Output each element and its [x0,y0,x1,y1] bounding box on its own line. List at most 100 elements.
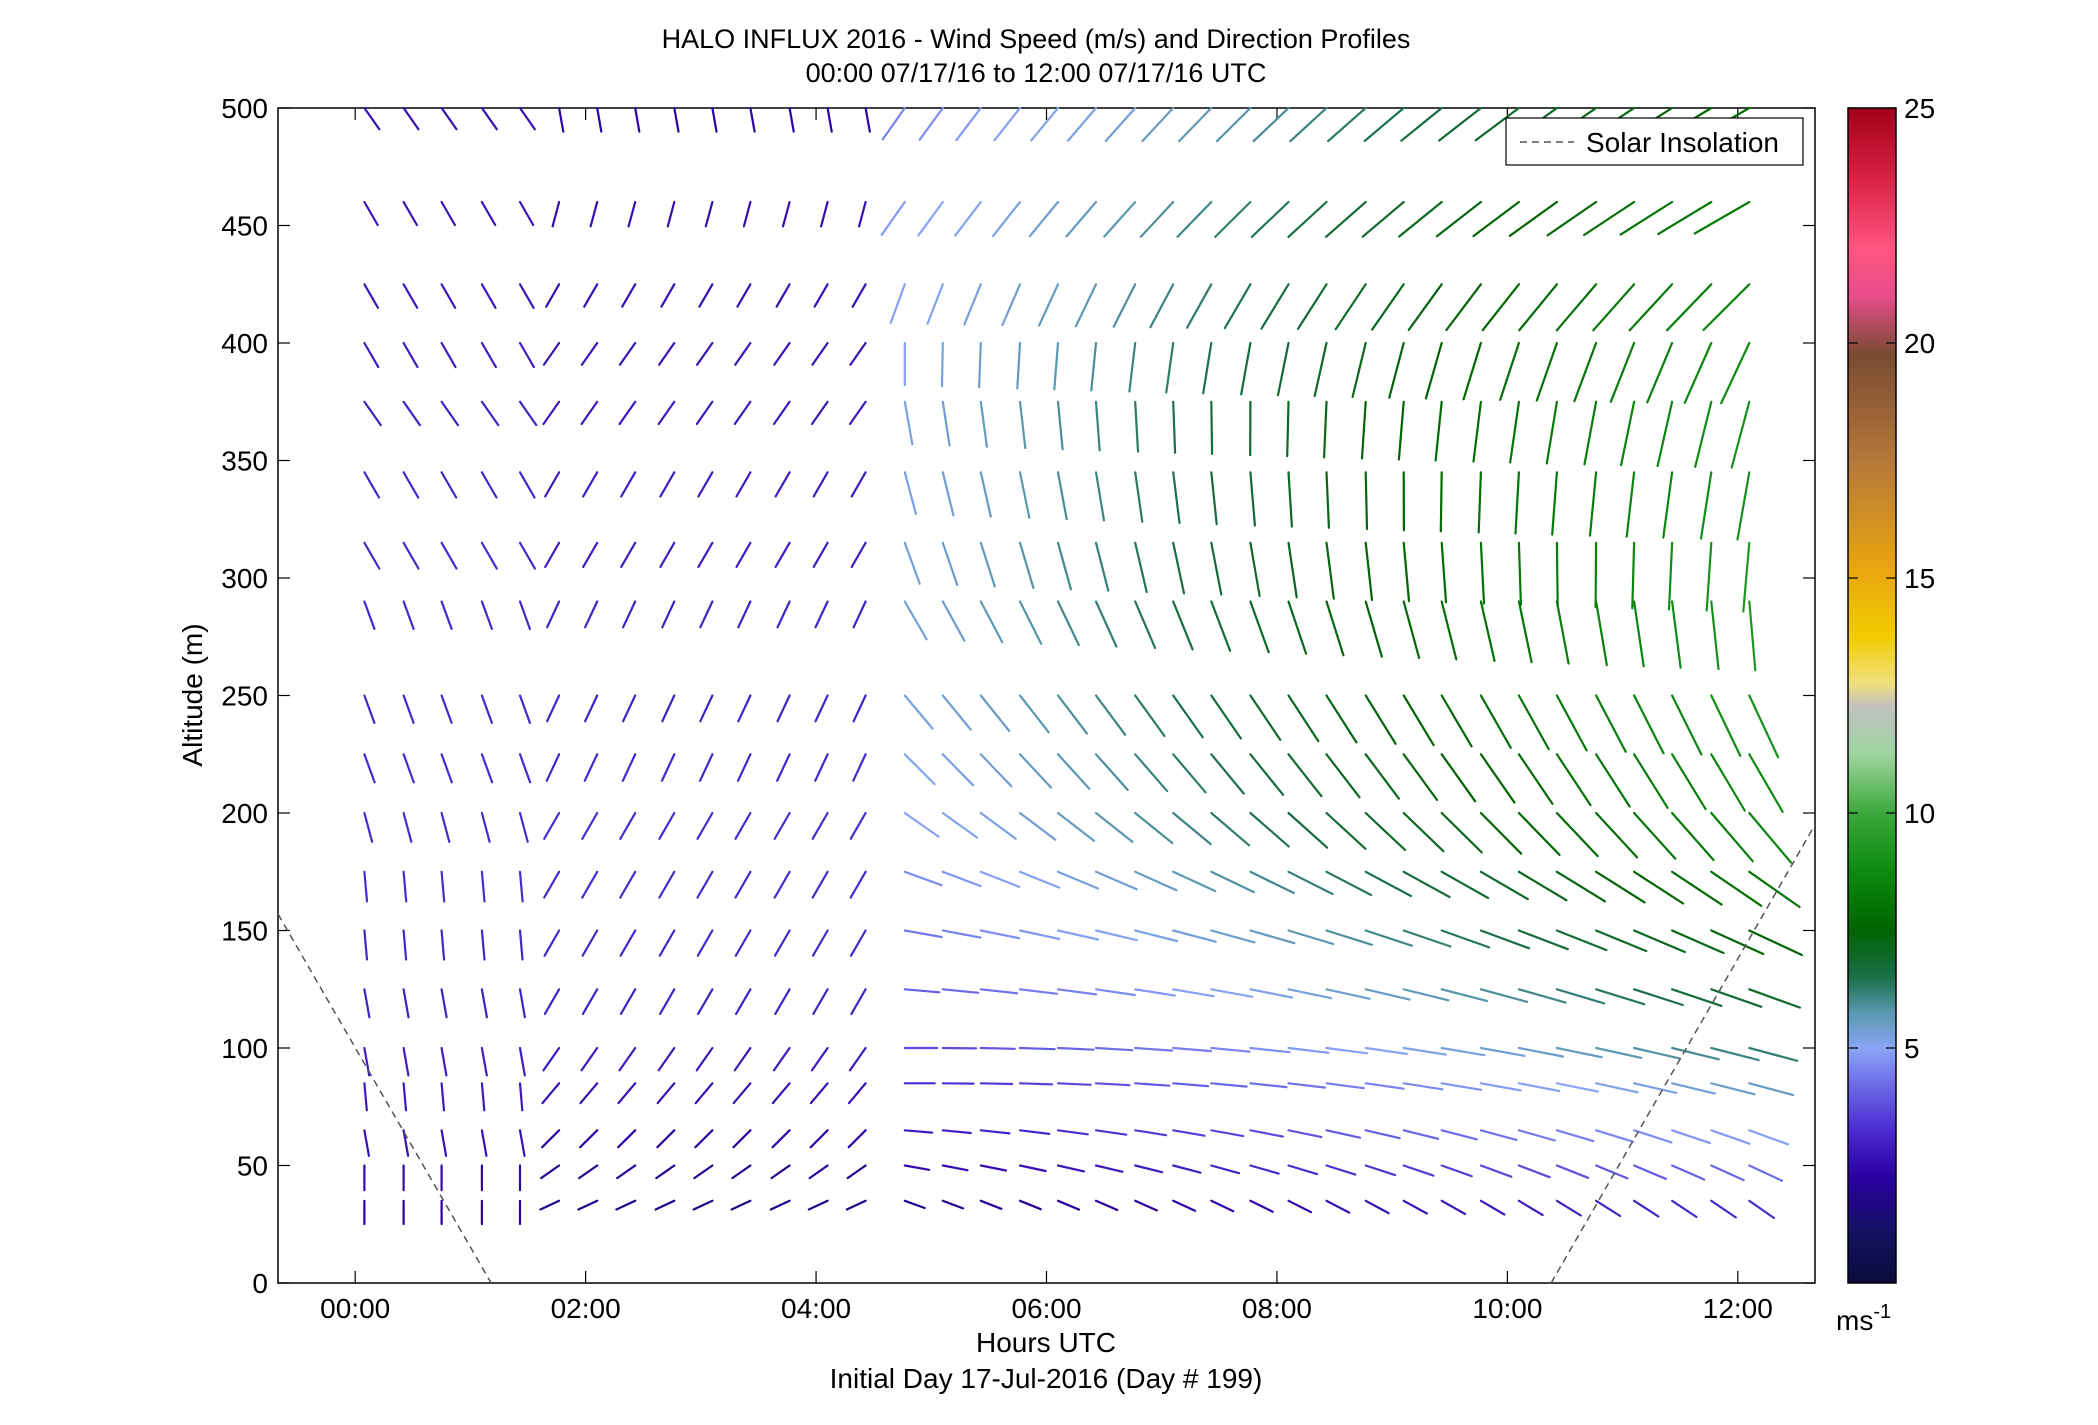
wind-vector [1479,753,1516,804]
wind-vector [1056,1199,1081,1211]
wind-vector [402,1046,410,1077]
wind-vector [1028,200,1060,238]
wind-vector [518,106,536,131]
wind-vector [1582,200,1636,237]
wind-vector [363,600,376,631]
wind-vector [776,694,791,723]
wind-vector [1325,929,1374,946]
wind-vector [1249,811,1290,848]
wind-vector [1699,471,1713,540]
wind-vector [811,341,829,366]
wind-vector [480,341,497,369]
wind-vector [1325,1164,1357,1176]
wind-vector [1364,694,1397,745]
wind-vector [903,929,943,939]
wind-vector [1670,1199,1698,1219]
wind-vector [1056,811,1096,842]
wind-vector [1001,283,1022,327]
wind-vector [440,1082,446,1112]
wind-vector [1172,929,1217,943]
wind-vector [1322,400,1328,459]
wind-vector [1134,753,1169,793]
wind-vector [903,541,921,585]
wind-vector [657,1046,676,1072]
wind-vector [1479,1082,1522,1092]
wind-vector [847,1082,867,1105]
wind-vector [1517,988,1567,1004]
wind-vector [657,341,676,366]
wind-vector [819,200,829,228]
wind-vector [1018,694,1050,734]
wind-vector [583,600,599,629]
wind-vector [774,541,791,569]
wind-vector [440,1129,448,1157]
wind-vector [1555,283,1598,332]
wind-vector [655,1164,676,1180]
wind-vector [1364,1199,1390,1215]
wind-vector [1518,283,1559,332]
wind-vector [735,471,752,498]
wind-vector [1018,400,1027,450]
wind-vector [363,753,376,784]
wind-vector [742,200,752,228]
legend-solar-label: Solar Insolation [1586,127,1779,158]
wind-vector-field [363,106,1804,1226]
wind-vector [1056,541,1073,591]
wind-vector [732,1082,752,1105]
wind-vector [1748,1082,1795,1097]
wind-vector [621,694,637,723]
wind-vector [658,811,676,840]
wind-vector [543,988,561,1016]
wind-vector [1670,1164,1706,1181]
wind-vector [1210,1082,1248,1088]
wind-vector [849,929,867,957]
wind-vector [979,811,1017,840]
wind-vector [1440,988,1489,1003]
wind-vector [1249,1129,1285,1138]
wind-vector [1400,106,1443,142]
wind-vector [402,929,408,961]
wind-vector [1594,870,1646,904]
wind-vector [941,694,972,731]
wind-vector [1555,1046,1603,1059]
wind-vector [979,1164,1008,1172]
wind-vector [1748,1199,1776,1220]
wind-vector [1517,1164,1551,1179]
wind-vector [698,753,714,782]
wind-vector [979,929,1021,940]
wind-vector [979,870,1021,888]
wind-vector [1440,1082,1483,1091]
wind-vector [621,753,637,782]
wind-vector [1210,1046,1251,1053]
wind-vector [1710,929,1765,956]
wind-vector [1632,870,1685,905]
wind-vector [1508,200,1559,237]
wind-vector [1094,870,1138,891]
wind-vector [1287,929,1335,946]
wind-vector [402,1129,410,1157]
wind-vector [1094,988,1136,997]
wind-vector [1364,471,1369,531]
wind-vector [845,1199,867,1211]
wind-vector [1625,471,1636,538]
wind-vector [518,471,536,499]
wind-vector [402,106,420,131]
wind-vector [812,541,829,569]
wind-vector [1176,200,1213,238]
wind-vector [1683,341,1713,404]
wind-vector [1434,400,1443,462]
wind-vector [1287,1199,1313,1214]
wind-vector [543,870,561,899]
wind-vector [480,870,486,903]
wind-vector [941,988,980,994]
wind-vector [979,1199,1003,1210]
wind-vector [1477,471,1483,534]
wind-vector [1710,694,1742,758]
wind-vector [440,811,451,843]
wind-vector [1210,988,1254,998]
wind-vector [1594,600,1608,667]
plot-area [277,107,1816,1284]
colorbar-bar [1847,107,1897,1284]
wind-vector [941,541,959,587]
wind-vector [1214,200,1252,238]
